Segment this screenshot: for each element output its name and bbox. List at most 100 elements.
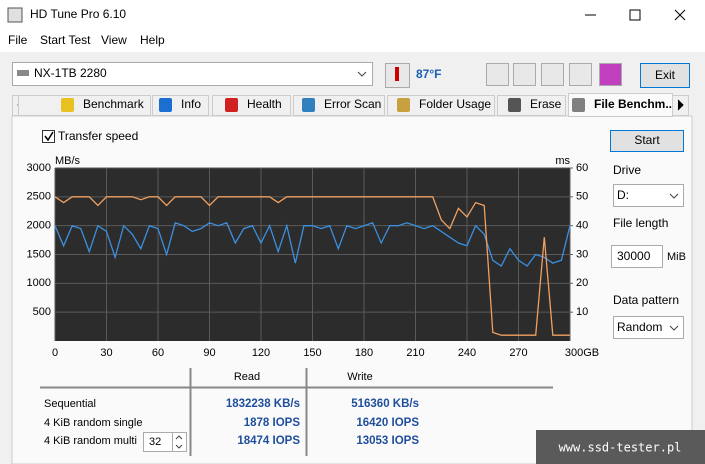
arrow xyxy=(677,99,684,111)
toolbar-button[interactable] xyxy=(541,63,564,86)
drive-select[interactable] xyxy=(12,62,373,86)
tab[interactable] xyxy=(293,95,385,116)
drive-icon xyxy=(17,70,29,76)
x-tick-label: 150 xyxy=(303,347,321,359)
dropdown-arrow xyxy=(357,71,367,77)
row-label: 4 KiB random multi xyxy=(44,435,137,447)
tab-label: Folder Usage xyxy=(419,97,491,111)
y-tick-label: 3000 xyxy=(27,162,51,174)
x-tick-label: 270 xyxy=(509,347,527,359)
drive-name: NX-1TB 2280 xyxy=(34,66,107,80)
app-icon xyxy=(7,7,23,23)
start-label: Start xyxy=(634,133,660,147)
y-tick-label: 2500 xyxy=(27,191,51,203)
x-tick-label: 0 xyxy=(52,347,58,359)
toolbar-button[interactable] xyxy=(486,63,509,86)
thermometer xyxy=(395,67,399,81)
toolbar-button[interactable] xyxy=(569,63,592,86)
tab-icon xyxy=(225,98,238,112)
exit-button[interactable] xyxy=(640,63,690,88)
menu-item[interactable]: View xyxy=(101,33,127,47)
column-header: Write xyxy=(347,371,372,383)
read-value: 1878 IOPS xyxy=(244,417,301,429)
tab-icon xyxy=(508,98,521,112)
write-value: 516360 KB/s xyxy=(351,398,419,410)
tab-icon xyxy=(61,98,74,112)
read-value: 18474 IOPS xyxy=(237,435,300,447)
window-title: HD Tune Pro 6.10 xyxy=(30,7,126,21)
watermark: www.ssd-tester.pl xyxy=(559,441,682,455)
y-axis-label: MB/s xyxy=(55,155,81,167)
y2-tick-label: 50 xyxy=(576,191,588,203)
x-tick-label: 180 xyxy=(355,347,373,359)
tab[interactable] xyxy=(387,95,495,116)
x-tick-label: 90 xyxy=(203,347,215,359)
read-value: 1832238 KB/s xyxy=(226,398,300,410)
series-line xyxy=(54,196,570,336)
menu-item[interactable]: File xyxy=(8,33,28,47)
maximize-button[interactable] xyxy=(629,9,641,21)
data-pattern-label: Data pattern xyxy=(613,293,679,307)
tab-label: File Benchm... xyxy=(594,97,675,111)
toolbar-button[interactable] xyxy=(599,63,622,86)
y-tick-label: 2000 xyxy=(27,220,51,232)
y2-tick-label: 40 xyxy=(576,220,588,232)
file-length: 30000 xyxy=(617,249,651,263)
x-tick-label: 120 xyxy=(252,347,270,359)
chart: 500 1000 1500 2000 2500 3000 10 20 30 40 50 60 0 30 60… xyxy=(27,162,600,359)
y-tick-label: 1500 xyxy=(27,248,51,260)
queue-depth-spinner[interactable] xyxy=(143,432,187,452)
x-tick-label: 60 xyxy=(152,347,164,359)
checkbox-label: Transfer speed xyxy=(58,129,138,143)
x-tick-label: 300GB xyxy=(565,347,599,359)
checkmark xyxy=(44,131,54,142)
y2-tick-label: 10 xyxy=(576,306,588,318)
start-button[interactable] xyxy=(610,130,684,152)
y2-axis-label: ms xyxy=(555,155,570,167)
data-pattern: Random xyxy=(617,320,662,334)
tab-label: Health xyxy=(247,97,282,111)
file-length-unit: MiB xyxy=(667,251,686,263)
write-value: 13053 IOPS xyxy=(356,435,419,447)
tab-label: Info xyxy=(181,97,201,111)
dropdown-arrow xyxy=(669,193,679,199)
tab-label: Erase xyxy=(530,97,562,111)
row-label: 4 KiB random single xyxy=(44,417,142,429)
tab[interactable] xyxy=(18,95,151,116)
drive-letter-select[interactable] xyxy=(613,184,684,207)
file-length-label: File length xyxy=(613,216,668,230)
queue-depth: 32 xyxy=(149,436,161,448)
temperature: 87°F xyxy=(416,67,441,81)
tab-icon xyxy=(302,98,315,112)
write-value: 16420 IOPS xyxy=(356,417,419,429)
menu-bar xyxy=(0,30,705,52)
x-tick-label: 240 xyxy=(458,347,476,359)
series-line xyxy=(54,221,571,267)
y2-tick-label: 30 xyxy=(576,248,588,260)
file-length-input[interactable] xyxy=(611,245,663,268)
row-label: Sequential xyxy=(44,398,96,410)
tab-icon xyxy=(159,98,172,112)
y2-tick-label: 20 xyxy=(576,277,588,289)
watermark-box xyxy=(536,430,705,464)
column-header: Read xyxy=(234,371,260,383)
drive-label: Drive xyxy=(613,163,641,177)
y-tick-label: 500 xyxy=(33,306,51,318)
dropdown-arrow xyxy=(669,325,679,331)
y-tick-label: 1000 xyxy=(27,277,51,289)
menu-item[interactable]: Help xyxy=(140,33,165,47)
data-pattern-select[interactable] xyxy=(613,316,684,339)
x-tick-label: 30 xyxy=(100,347,112,359)
tab-strip: Benchmark Info Health Error Scan Folder Usag… xyxy=(12,93,689,117)
exit-label: Exit xyxy=(655,68,676,82)
y2-tick-label: 60 xyxy=(576,162,588,174)
close-button[interactable] xyxy=(674,9,686,21)
drive-letter: D: xyxy=(617,188,629,202)
toolbar-button[interactable] xyxy=(513,63,536,86)
menu-item[interactable]: Start Test xyxy=(40,33,91,47)
spinner-arrows[interactable] xyxy=(175,435,183,449)
tab-label: Benchmark xyxy=(83,97,145,111)
x-tick-label: 210 xyxy=(406,347,424,359)
